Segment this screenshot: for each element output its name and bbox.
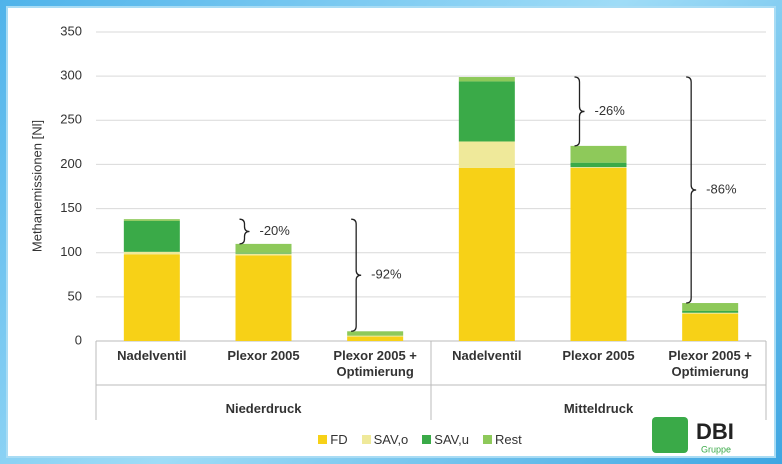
- bracket: [575, 77, 585, 146]
- bar-segment: [236, 253, 292, 254]
- chart: Methanemissionen [Nl] DBI Gruppe 0501001…: [0, 0, 782, 464]
- bar-segment: [347, 337, 403, 341]
- y-tick-label: 300: [60, 68, 82, 83]
- bar-segment: [236, 254, 292, 256]
- bar-segment: [571, 167, 627, 168]
- legend-item: SAV,o: [362, 432, 409, 447]
- bar-segment: [571, 163, 627, 167]
- legend-label: SAV,u: [434, 432, 469, 447]
- legend-swatch: [362, 435, 371, 444]
- bracket: [351, 219, 361, 331]
- legend: FD SAV,o SAV,u Rest: [0, 432, 782, 447]
- x-tick-label: Plexor 2005 + Optimierung: [319, 348, 431, 380]
- group-label: Niederdruck: [164, 401, 364, 416]
- bar-segment: [682, 311, 738, 313]
- legend-swatch: [483, 435, 492, 444]
- y-tick-label: 100: [60, 244, 82, 259]
- y-tick-label: 350: [60, 23, 82, 38]
- annotation: -92%: [371, 267, 402, 282]
- x-tick-label: Nadelventil: [96, 348, 208, 364]
- bar-segment: [571, 146, 627, 163]
- legend-swatch: [318, 435, 327, 444]
- legend-label: Rest: [495, 432, 522, 447]
- bar-segment: [459, 81, 515, 141]
- bracket: [686, 77, 696, 303]
- bar-segment: [124, 252, 180, 255]
- bar-segment: [459, 77, 515, 81]
- bar-segment: [236, 244, 292, 253]
- bar-segment: [682, 303, 738, 311]
- y-tick-label: 50: [68, 288, 82, 303]
- bar-segment: [236, 255, 292, 341]
- legend-item: FD: [318, 432, 347, 447]
- legend-label: FD: [330, 432, 347, 447]
- bar-segment: [459, 168, 515, 341]
- x-tick-label: Plexor 2005: [543, 348, 655, 364]
- legend-item: SAV,u: [422, 432, 469, 447]
- legend-swatch: [422, 435, 431, 444]
- y-tick-label: 0: [75, 332, 82, 347]
- group-label: Mitteldruck: [499, 401, 699, 416]
- bar-segment: [459, 141, 515, 167]
- y-tick-label: 250: [60, 112, 82, 127]
- legend-item: Rest: [483, 432, 522, 447]
- x-tick-label: Nadelventil: [431, 348, 543, 364]
- bar-segment: [347, 336, 403, 337]
- x-tick-label: Plexor 2005 + Optimierung: [654, 348, 766, 380]
- annotation: -26%: [595, 103, 626, 118]
- bar-segment: [571, 168, 627, 341]
- bar-segment: [124, 221, 180, 252]
- y-axis-label: Methanemissionen [Nl]: [29, 120, 44, 252]
- legend-label: SAV,o: [374, 432, 409, 447]
- y-tick-label: 200: [60, 156, 82, 171]
- bar-segment: [124, 219, 180, 221]
- y-tick-label: 150: [60, 200, 82, 215]
- page: Methanemissionen [Nl] DBI Gruppe 0501001…: [0, 0, 782, 464]
- bracket: [240, 219, 250, 244]
- annotation: -86%: [706, 181, 737, 196]
- bar-segment: [682, 314, 738, 341]
- annotation: -20%: [260, 223, 291, 238]
- bar-segment: [347, 331, 403, 335]
- x-tick-label: Plexor 2005: [208, 348, 320, 364]
- bar-segment: [124, 254, 180, 341]
- bar-segment: [682, 313, 738, 314]
